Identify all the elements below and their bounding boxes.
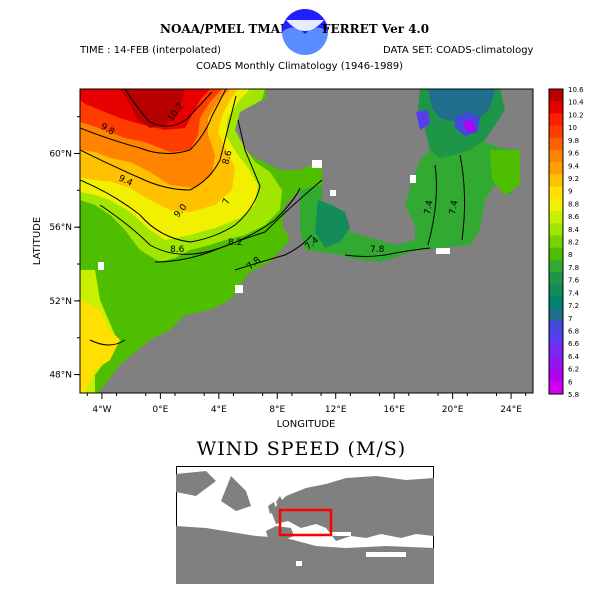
colorbar-swatch [549, 345, 563, 358]
colorbar-swatch [549, 308, 563, 322]
colorbar-label: 7.8 [568, 264, 579, 272]
colorbar-swatch [549, 296, 563, 310]
contour-label: 8.6 [221, 149, 234, 166]
colorbar-swatch [549, 186, 563, 200]
baltic-teal [428, 89, 495, 125]
dataset-line: DATA SET: COADS-climatology [383, 45, 534, 56]
x-tick-label: 12°E [325, 405, 347, 415]
contour-label: 8.2 [228, 238, 242, 248]
region-box [278, 508, 333, 537]
plot-title: WIND SPEED (M/S) [196, 438, 407, 460]
colorbar-label: 7.6 [568, 277, 580, 285]
colorbar-label: 7.4 [568, 289, 580, 297]
colorbar-label: 10.6 [568, 86, 584, 94]
colorbar-swatch [549, 89, 563, 102]
colorbar: 10.6 10.4 10.2 10 9.8 9.6 9.4 9.2 9 8.8 8.6 8.4 8.2 8… [548, 86, 584, 399]
colorbar-swatch [549, 125, 563, 139]
colorbar-label: 10.2 [568, 111, 584, 119]
colorbar-swatch [549, 320, 563, 334]
colorbar-label: 8.4 [568, 226, 580, 234]
colorbar-label: 9.4 [568, 162, 580, 170]
colorbar-swatch [549, 162, 563, 175]
time-line: TIME : 14-FEB (interpolated) [80, 45, 222, 56]
x-tick-label: 24°E [500, 405, 522, 415]
colorbar-swatch [549, 101, 563, 114]
colorbar-label: 5.8 [568, 391, 579, 399]
colorbar-label: 8 [568, 251, 572, 259]
colorbar-swatch [549, 381, 563, 395]
x-tick-label: 8°E [269, 405, 285, 415]
subtitle: COADS Monthly Climatology (1946-1989) [196, 61, 404, 72]
colorbar-swatch [549, 247, 563, 261]
colorbar-label: 10.4 [568, 99, 584, 107]
overview-land [176, 471, 434, 584]
x-tick-label: 20°E [442, 405, 464, 415]
colorbar-label: 8.6 [568, 213, 580, 221]
colorbar-label: 7 [568, 315, 572, 323]
noaa-logo [280, 8, 330, 56]
x-tick-label: 16°E [383, 405, 405, 415]
colorbar-swatch [549, 272, 563, 285]
colorbar-label: 10 [568, 124, 577, 132]
colorbar-swatch [549, 113, 563, 127]
colorbar-swatch [549, 357, 563, 371]
colorbar-label: 9 [568, 188, 572, 196]
contour-label: 7.4 [423, 199, 435, 215]
y-tick-label: 56°N [49, 223, 72, 233]
y-tick-label: 60°N [49, 149, 72, 159]
y-axis-label: LATITUDE [32, 217, 43, 265]
colorbar-label: 8.2 [568, 239, 579, 247]
colorbar-swatch [549, 369, 563, 383]
y-axis-ticks: 48°N 52°N 56°N 60°N [49, 116, 80, 381]
colorbar-swatch [549, 259, 563, 273]
overview-map [176, 466, 434, 584]
contour-label: 7 [221, 197, 232, 206]
x-axis-label: LONGITUDE [277, 419, 336, 430]
main-map: 9.8 10.2 9.4 9.0 8.6 8.6 8.2 7 7.8 7.4 7… [32, 86, 584, 430]
colorbar-swatch [549, 150, 563, 163]
colorbar-swatch [549, 137, 563, 151]
y-tick-label: 48°N [49, 371, 72, 381]
colorbar-swatch [549, 174, 563, 188]
colorbar-label: 8.8 [568, 200, 579, 208]
contour-label: 7.8 [370, 245, 385, 255]
colorbar-label: 9.6 [568, 150, 580, 158]
baltic-green [300, 138, 520, 262]
ocean-darkred [120, 89, 185, 128]
colorbar-swatch [549, 198, 563, 212]
map-frame [79, 88, 534, 394]
colorbar-swatch [549, 223, 563, 236]
colorbar-label: 6.2 [568, 366, 579, 374]
header-right-title: FERRET Ver 4.0 [322, 22, 430, 36]
colorbar-label: 7.2 [568, 302, 579, 310]
x-tick-label: 4°E [211, 405, 227, 415]
colorbar-label: 6.6 [568, 340, 580, 348]
colorbar-label: 6.4 [568, 353, 580, 361]
colorbar-label: 6 [568, 378, 573, 386]
colorbar-frame [548, 88, 564, 395]
colorbar-label: 6.8 [568, 327, 579, 335]
header-left-title: NOAA/PMEL TMAP [160, 22, 290, 36]
colorbar-swatch [549, 284, 563, 297]
x-tick-label: 0°E [152, 405, 168, 415]
colorbar-swatch [549, 211, 563, 224]
colorbar-label: 9.8 [568, 137, 579, 145]
y-tick-label: 52°N [49, 297, 72, 307]
colorbar-swatch [549, 333, 563, 346]
colorbar-label: 9.2 [568, 175, 579, 183]
contour-label: 8.6 [170, 245, 185, 255]
colorbar-swatch [549, 235, 563, 249]
contour-label: 7.4 [448, 199, 460, 215]
x-axis-ticks: 4°W 0°E 4°E 8°E 12°E 16°E 20°E 24°E [86, 393, 527, 415]
map-field: 9.8 10.2 9.4 9.0 8.6 8.6 8.2 7 7.8 7.4 7… [80, 89, 533, 393]
x-tick-label: 4°W [92, 405, 111, 415]
